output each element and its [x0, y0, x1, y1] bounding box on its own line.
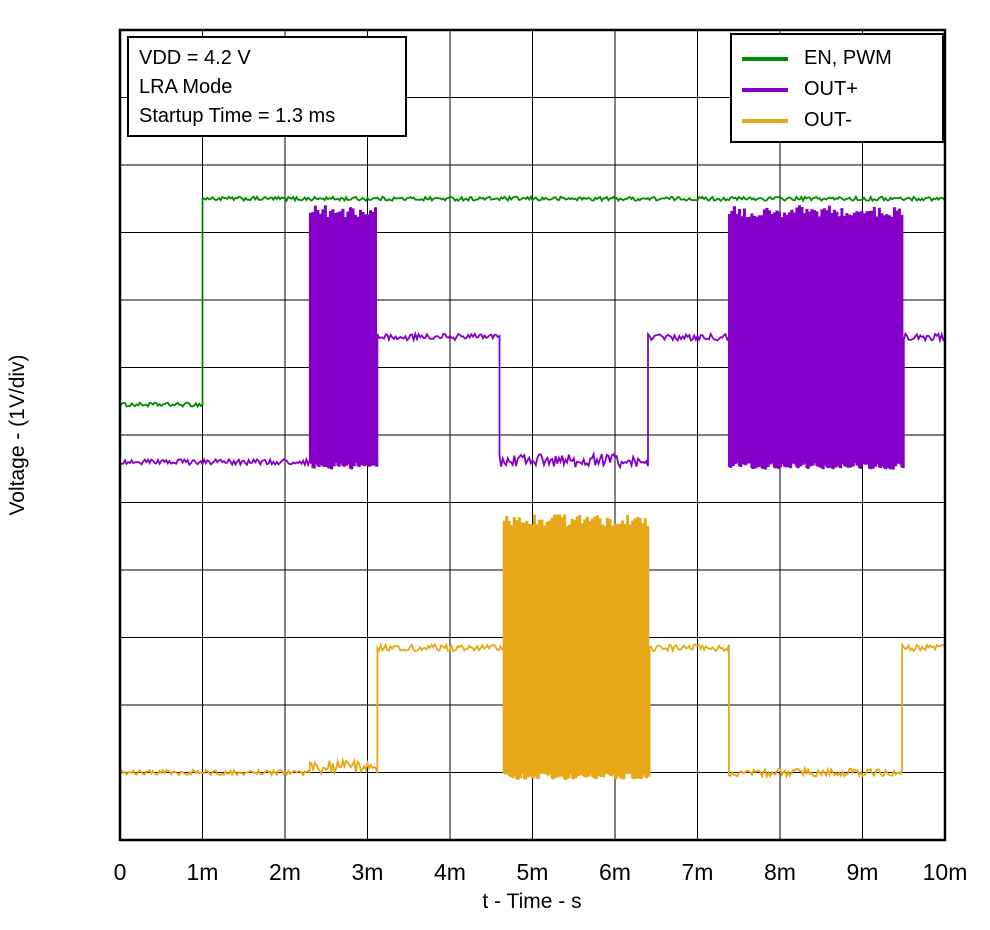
- legend-item: OUT-: [742, 105, 932, 136]
- x-axis-label: t - Time - s: [482, 890, 581, 913]
- annotation-line: LRA Mode: [139, 76, 233, 98]
- legend-swatch: [742, 118, 788, 123]
- x-tick-label: 5m: [517, 859, 549, 885]
- legend-label: EN, PWM: [804, 47, 892, 69]
- conditions-annotation-box: VDD = 4.2 V LRA Mode Startup Time = 1.3 ms: [127, 36, 407, 137]
- annotation-line: VDD = 4.2 V: [139, 47, 251, 69]
- x-tick-label: 8m: [764, 859, 796, 885]
- trace-out-: [119, 514, 946, 780]
- annotation-line: Startup Time = 1.3 ms: [139, 105, 336, 127]
- x-tick-label: 7m: [682, 859, 714, 885]
- legend-swatch: [742, 56, 788, 61]
- x-tick-label: 3m: [352, 859, 384, 885]
- x-tick-labels: 0 1m 2m 3m 4m 5m 6m 7m 8m 9m 10m: [114, 859, 968, 885]
- legend-label: OUT+: [804, 78, 858, 100]
- legend-item: OUT+: [742, 74, 932, 105]
- trace-out+: [119, 205, 946, 470]
- legend: EN, PWM OUT+ OUT-: [730, 33, 944, 143]
- x-tick-label: 10m: [923, 859, 968, 885]
- x-tick-label: 1m: [187, 859, 219, 885]
- x-tick-label: 9m: [847, 859, 879, 885]
- x-tick-label: 4m: [434, 859, 466, 885]
- legend-label: OUT-: [804, 109, 852, 131]
- plot-frame: [118, 28, 947, 842]
- plot-border: [118, 28, 947, 842]
- trace-en-pwm: [119, 194, 946, 409]
- legend-swatch: [742, 87, 788, 92]
- x-tick-label: 6m: [599, 859, 631, 885]
- y-axis-label: Voltage - (1V/div): [6, 354, 29, 515]
- x-tick-label: 0: [114, 859, 127, 885]
- legend-item: EN, PWM: [742, 43, 932, 74]
- waveform-traces: [119, 194, 946, 780]
- x-tick-label: 2m: [269, 859, 301, 885]
